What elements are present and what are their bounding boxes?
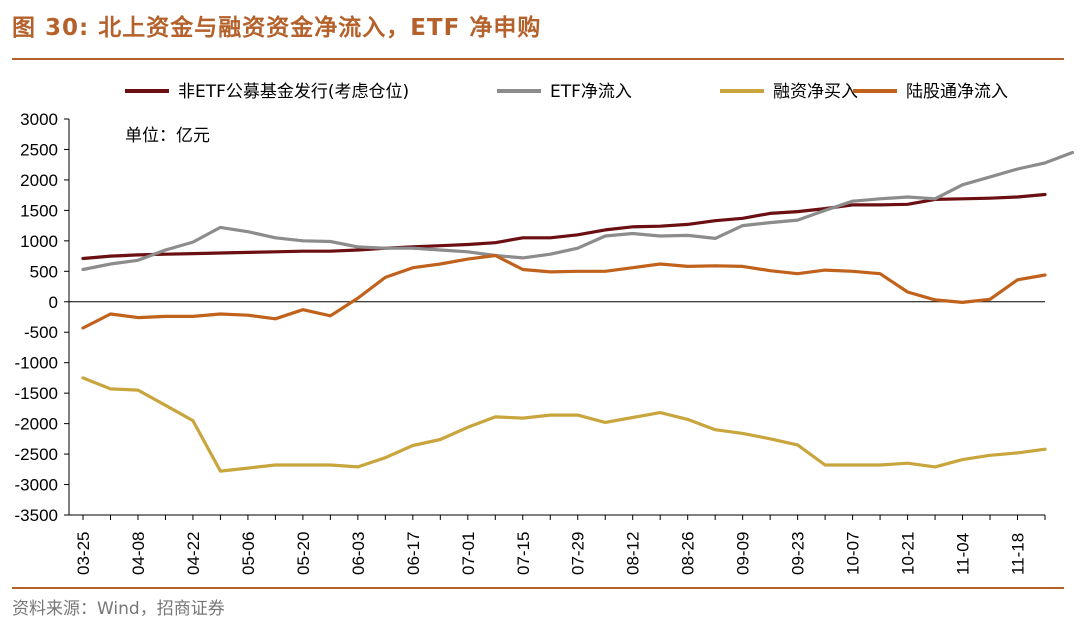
y-tick-label: 1000	[20, 232, 58, 251]
x-tick-label: 05-06	[239, 532, 258, 575]
y-tick-label: 3000	[20, 110, 58, 129]
footer-divider	[12, 587, 1064, 589]
y-tick-label: 1500	[20, 201, 58, 220]
legend-label: 融资净买入	[773, 82, 858, 102]
x-tick-label: 06-03	[349, 532, 368, 575]
axes-layer	[68, 119, 1045, 516]
y-tick-label: 2000	[20, 171, 58, 190]
y-tick-label: -500	[24, 323, 58, 342]
unit-label: 单位：亿元	[125, 126, 210, 146]
x-tick-label: 09-09	[734, 532, 753, 575]
y-axis-ticks: 3000 2500 2000 1500 1000 500 0 -500 -1000 -1500 -2…	[15, 110, 69, 525]
y-tick-label: -2000	[15, 415, 58, 434]
x-tick-label: 07-15	[514, 532, 533, 575]
x-tick-label: 03-25	[74, 532, 93, 575]
line-chart: 非ETF公募基金发行(考虑仓位) ETF净流入 融资净买入 陆股通净流入 单位：亿元 …	[15, 82, 1075, 575]
x-tick-label: 05-20	[294, 532, 313, 575]
series-layer	[81, 150, 1075, 473]
x-tick-label: 06-17	[404, 532, 423, 575]
x-tick-label: 07-29	[569, 532, 588, 575]
series-line	[81, 253, 1047, 330]
legend-label: 非ETF公募基金发行(考虑仓位)	[178, 82, 409, 102]
series-line	[81, 376, 1047, 473]
x-axis-ticks: 03-25 04-08 04-22 05-06 05-20 06-03 06-17 07-01…	[74, 515, 1046, 575]
y-tick-label: -3500	[15, 506, 58, 525]
y-tick-label: 500	[30, 262, 58, 281]
y-tick-label: 0	[49, 293, 58, 312]
y-tick-label: -2500	[15, 445, 58, 464]
legend: 非ETF公募基金发行(考虑仓位) ETF净流入 融资净买入 陆股通净流入	[125, 82, 1008, 102]
y-tick-label: -3000	[15, 476, 58, 495]
x-tick-label: 07-01	[459, 532, 478, 575]
source-note: 资料来源：Wind，招商证券	[12, 599, 225, 619]
y-tick-label: -1000	[15, 354, 58, 373]
title-divider	[12, 58, 1064, 60]
legend-label: 陆股通净流入	[906, 82, 1008, 102]
series-line	[81, 150, 1075, 272]
y-tick-label: 2500	[20, 140, 58, 159]
chart-title: 图 30: 北上资金与融资资金净流入，ETF 净申购	[12, 15, 542, 41]
x-tick-label: 09-23	[789, 532, 808, 575]
x-tick-label: 04-08	[129, 532, 148, 575]
x-tick-label: 11-04	[954, 533, 973, 575]
legend-label: ETF净流入	[550, 82, 632, 102]
x-tick-label: 11-18	[1009, 533, 1028, 575]
x-tick-label: 10-07	[844, 532, 863, 575]
series-line	[81, 192, 1047, 261]
x-tick-label: 08-12	[624, 532, 643, 575]
x-tick-label: 08-26	[679, 532, 698, 575]
x-tick-label: 04-22	[184, 532, 203, 575]
x-tick-label: 10-21	[899, 532, 918, 575]
y-tick-label: -1500	[15, 384, 58, 403]
